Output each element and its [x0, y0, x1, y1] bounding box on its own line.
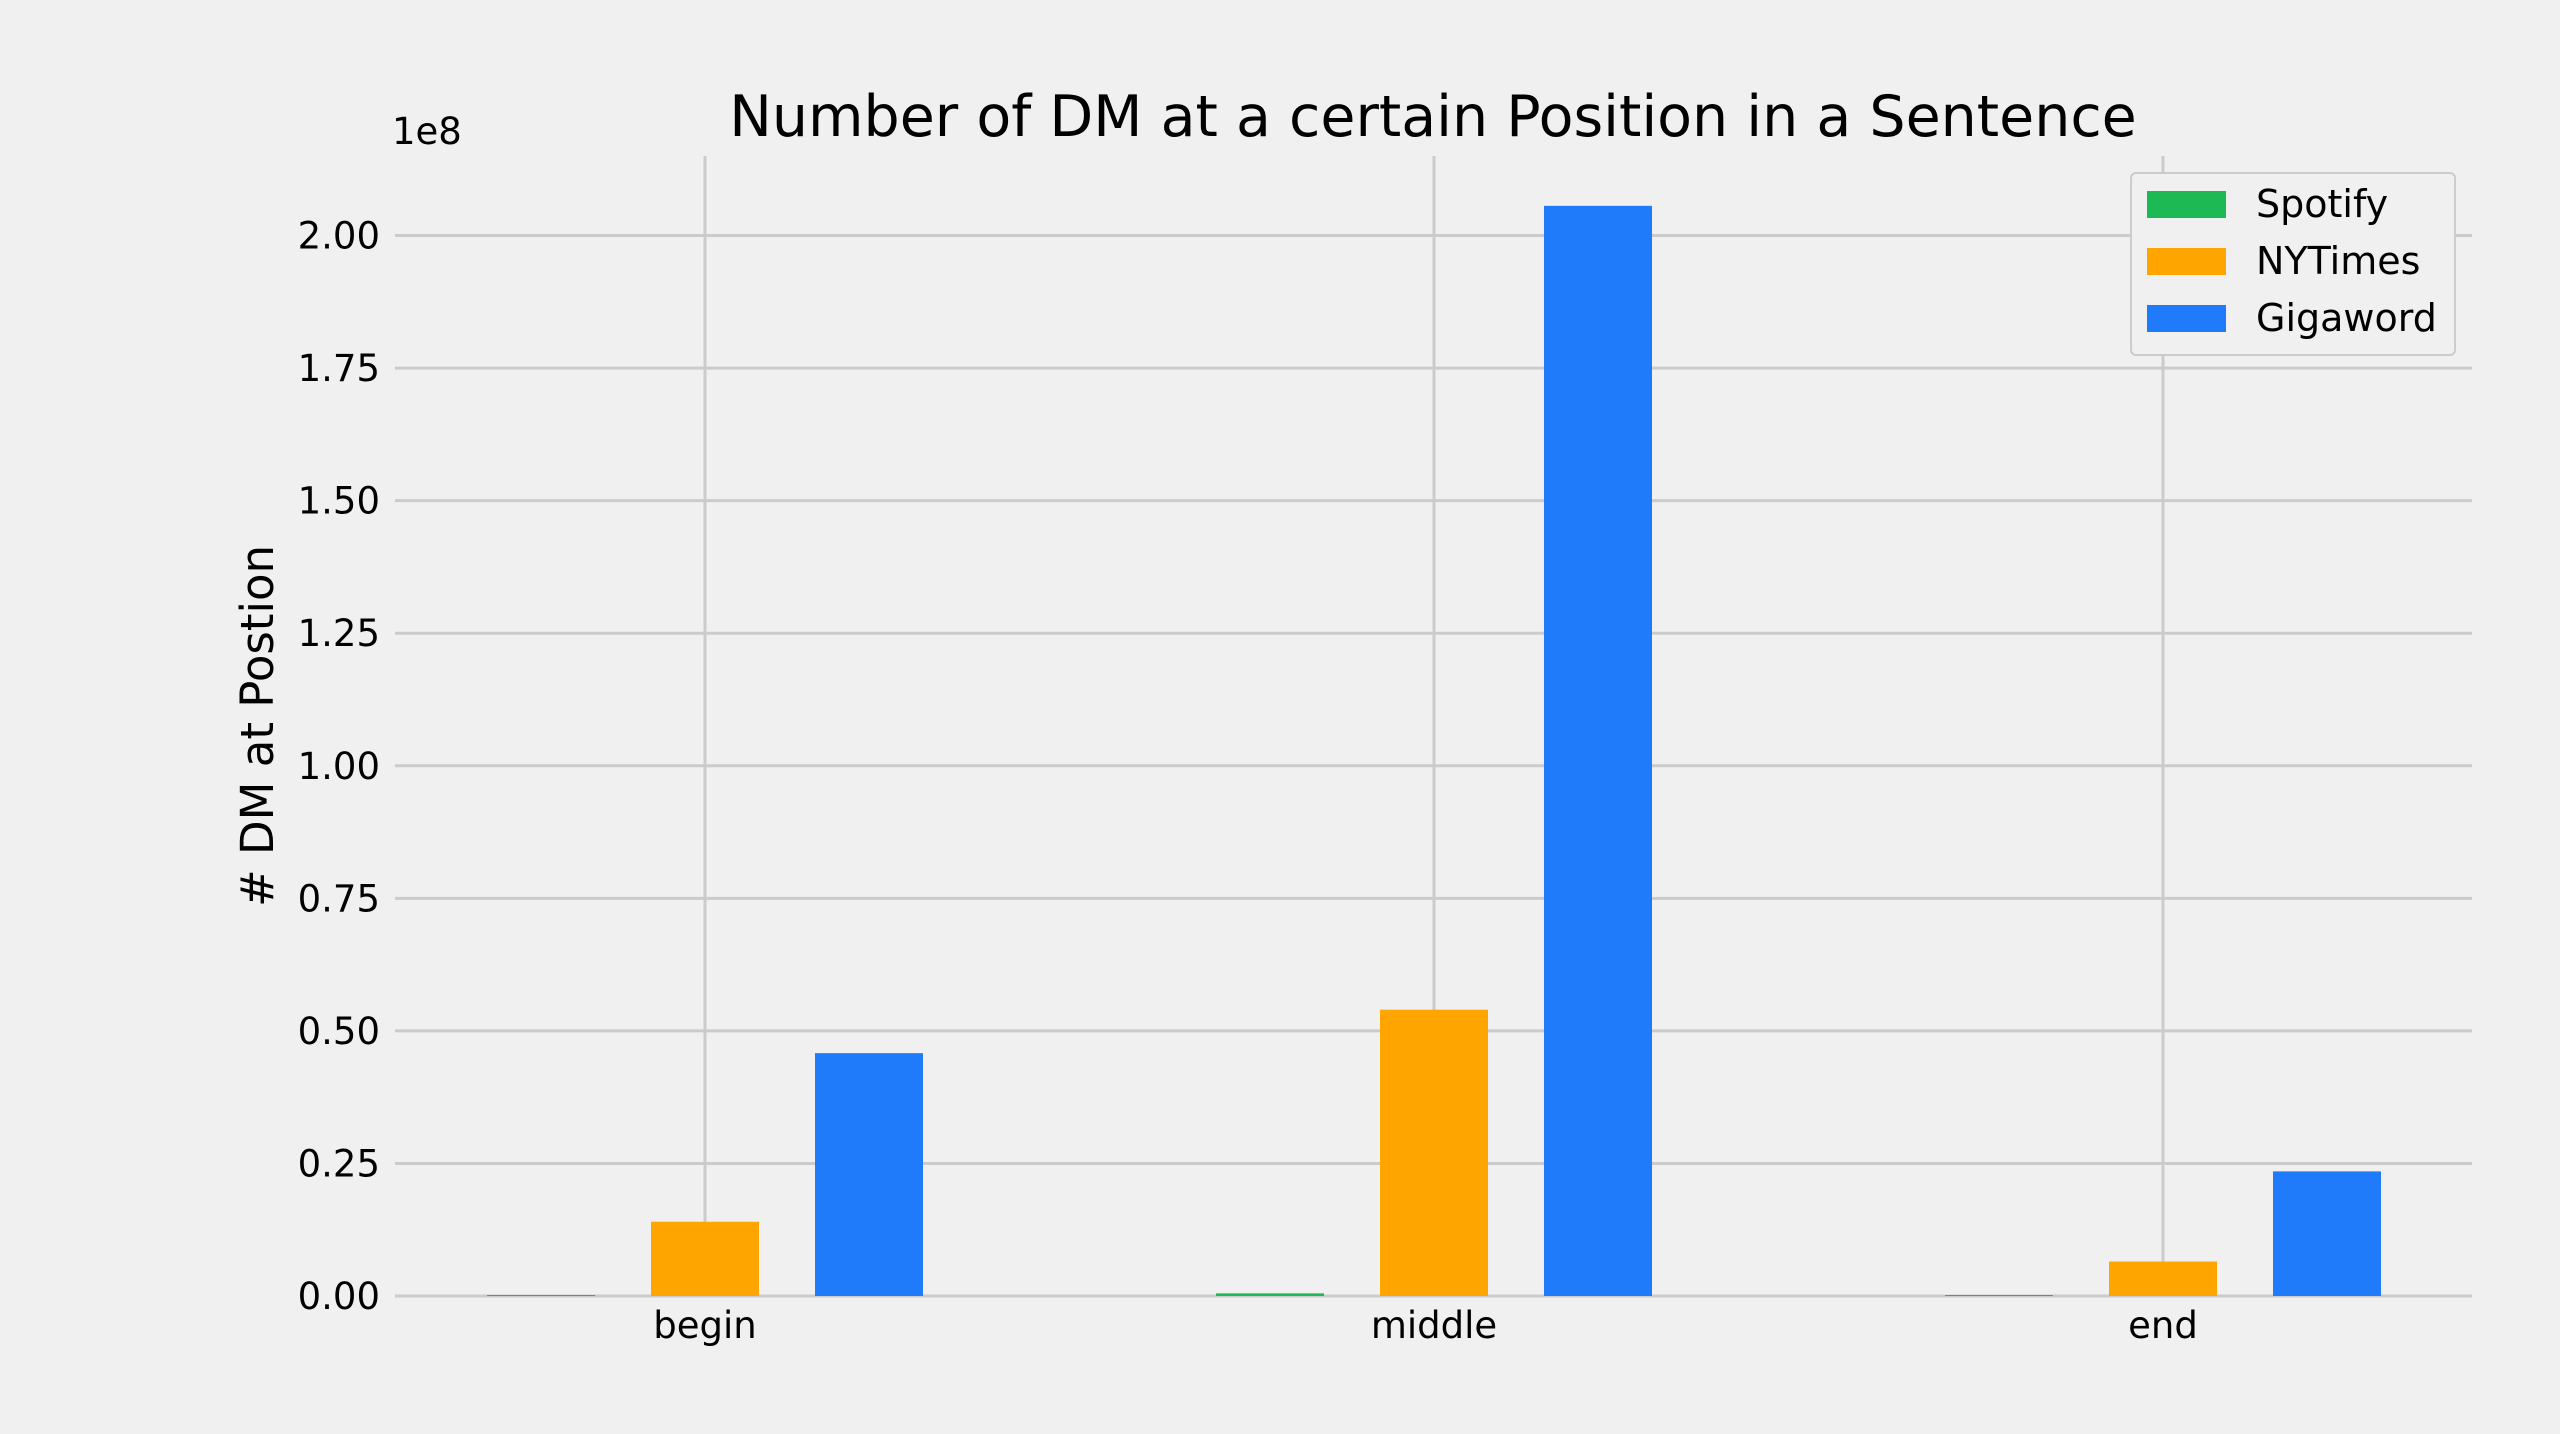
bar-nytimes-end — [2109, 1261, 2217, 1296]
legend-label-spotify: Spotify — [2256, 182, 2388, 226]
y-tick-label: 1.00 — [298, 745, 380, 788]
bar-gigaword-begin — [815, 1053, 923, 1296]
y-tick-label: 0.75 — [298, 877, 380, 920]
bar-spotify-middle — [1216, 1293, 1324, 1296]
bar-nytimes-begin — [651, 1221, 759, 1296]
chart-title: Number of DM at a certain Position in a … — [729, 84, 2137, 150]
bar-spotify-end — [1945, 1295, 2053, 1296]
bar-spotify-begin — [487, 1295, 595, 1296]
bars — [487, 205, 2381, 1297]
y-tick-label: 1.75 — [298, 347, 380, 390]
bar-nytimes-middle — [1380, 1009, 1488, 1296]
bar-gigaword-end — [2273, 1171, 2381, 1296]
legend-swatch-spotify — [2147, 191, 2226, 218]
bar-gigaword-middle — [1544, 205, 1652, 1297]
legend-label-nytimes: NYTimes — [2256, 239, 2420, 283]
y-offset-label: 1e8 — [392, 110, 462, 153]
y-tick-label: 0.50 — [298, 1010, 380, 1053]
legend-swatch-gigaword — [2147, 305, 2226, 332]
tick-labels: 0.00 0.25 0.50 0.75 1.00 1.25 1.50 1.75 2.00 begi… — [298, 215, 2198, 1347]
legend: Spotify NYTimes Gigaword — [2130, 172, 2456, 356]
y-tick-label: 2.00 — [298, 215, 380, 258]
y-tick-label: 0.00 — [298, 1275, 380, 1318]
x-tick-label-begin: begin — [653, 1304, 756, 1347]
legend-swatch-nytimes — [2147, 248, 2226, 275]
y-tick-label: 1.50 — [298, 480, 380, 523]
y-tick-label: 0.25 — [298, 1142, 380, 1185]
x-tick-label-middle: middle — [1371, 1304, 1497, 1347]
y-tick-label: 1.25 — [298, 612, 380, 655]
x-tick-label-end: end — [2128, 1304, 2198, 1347]
legend-label-gigaword: Gigaword — [2256, 296, 2437, 340]
y-axis-label: # DM at Postion — [231, 545, 284, 907]
